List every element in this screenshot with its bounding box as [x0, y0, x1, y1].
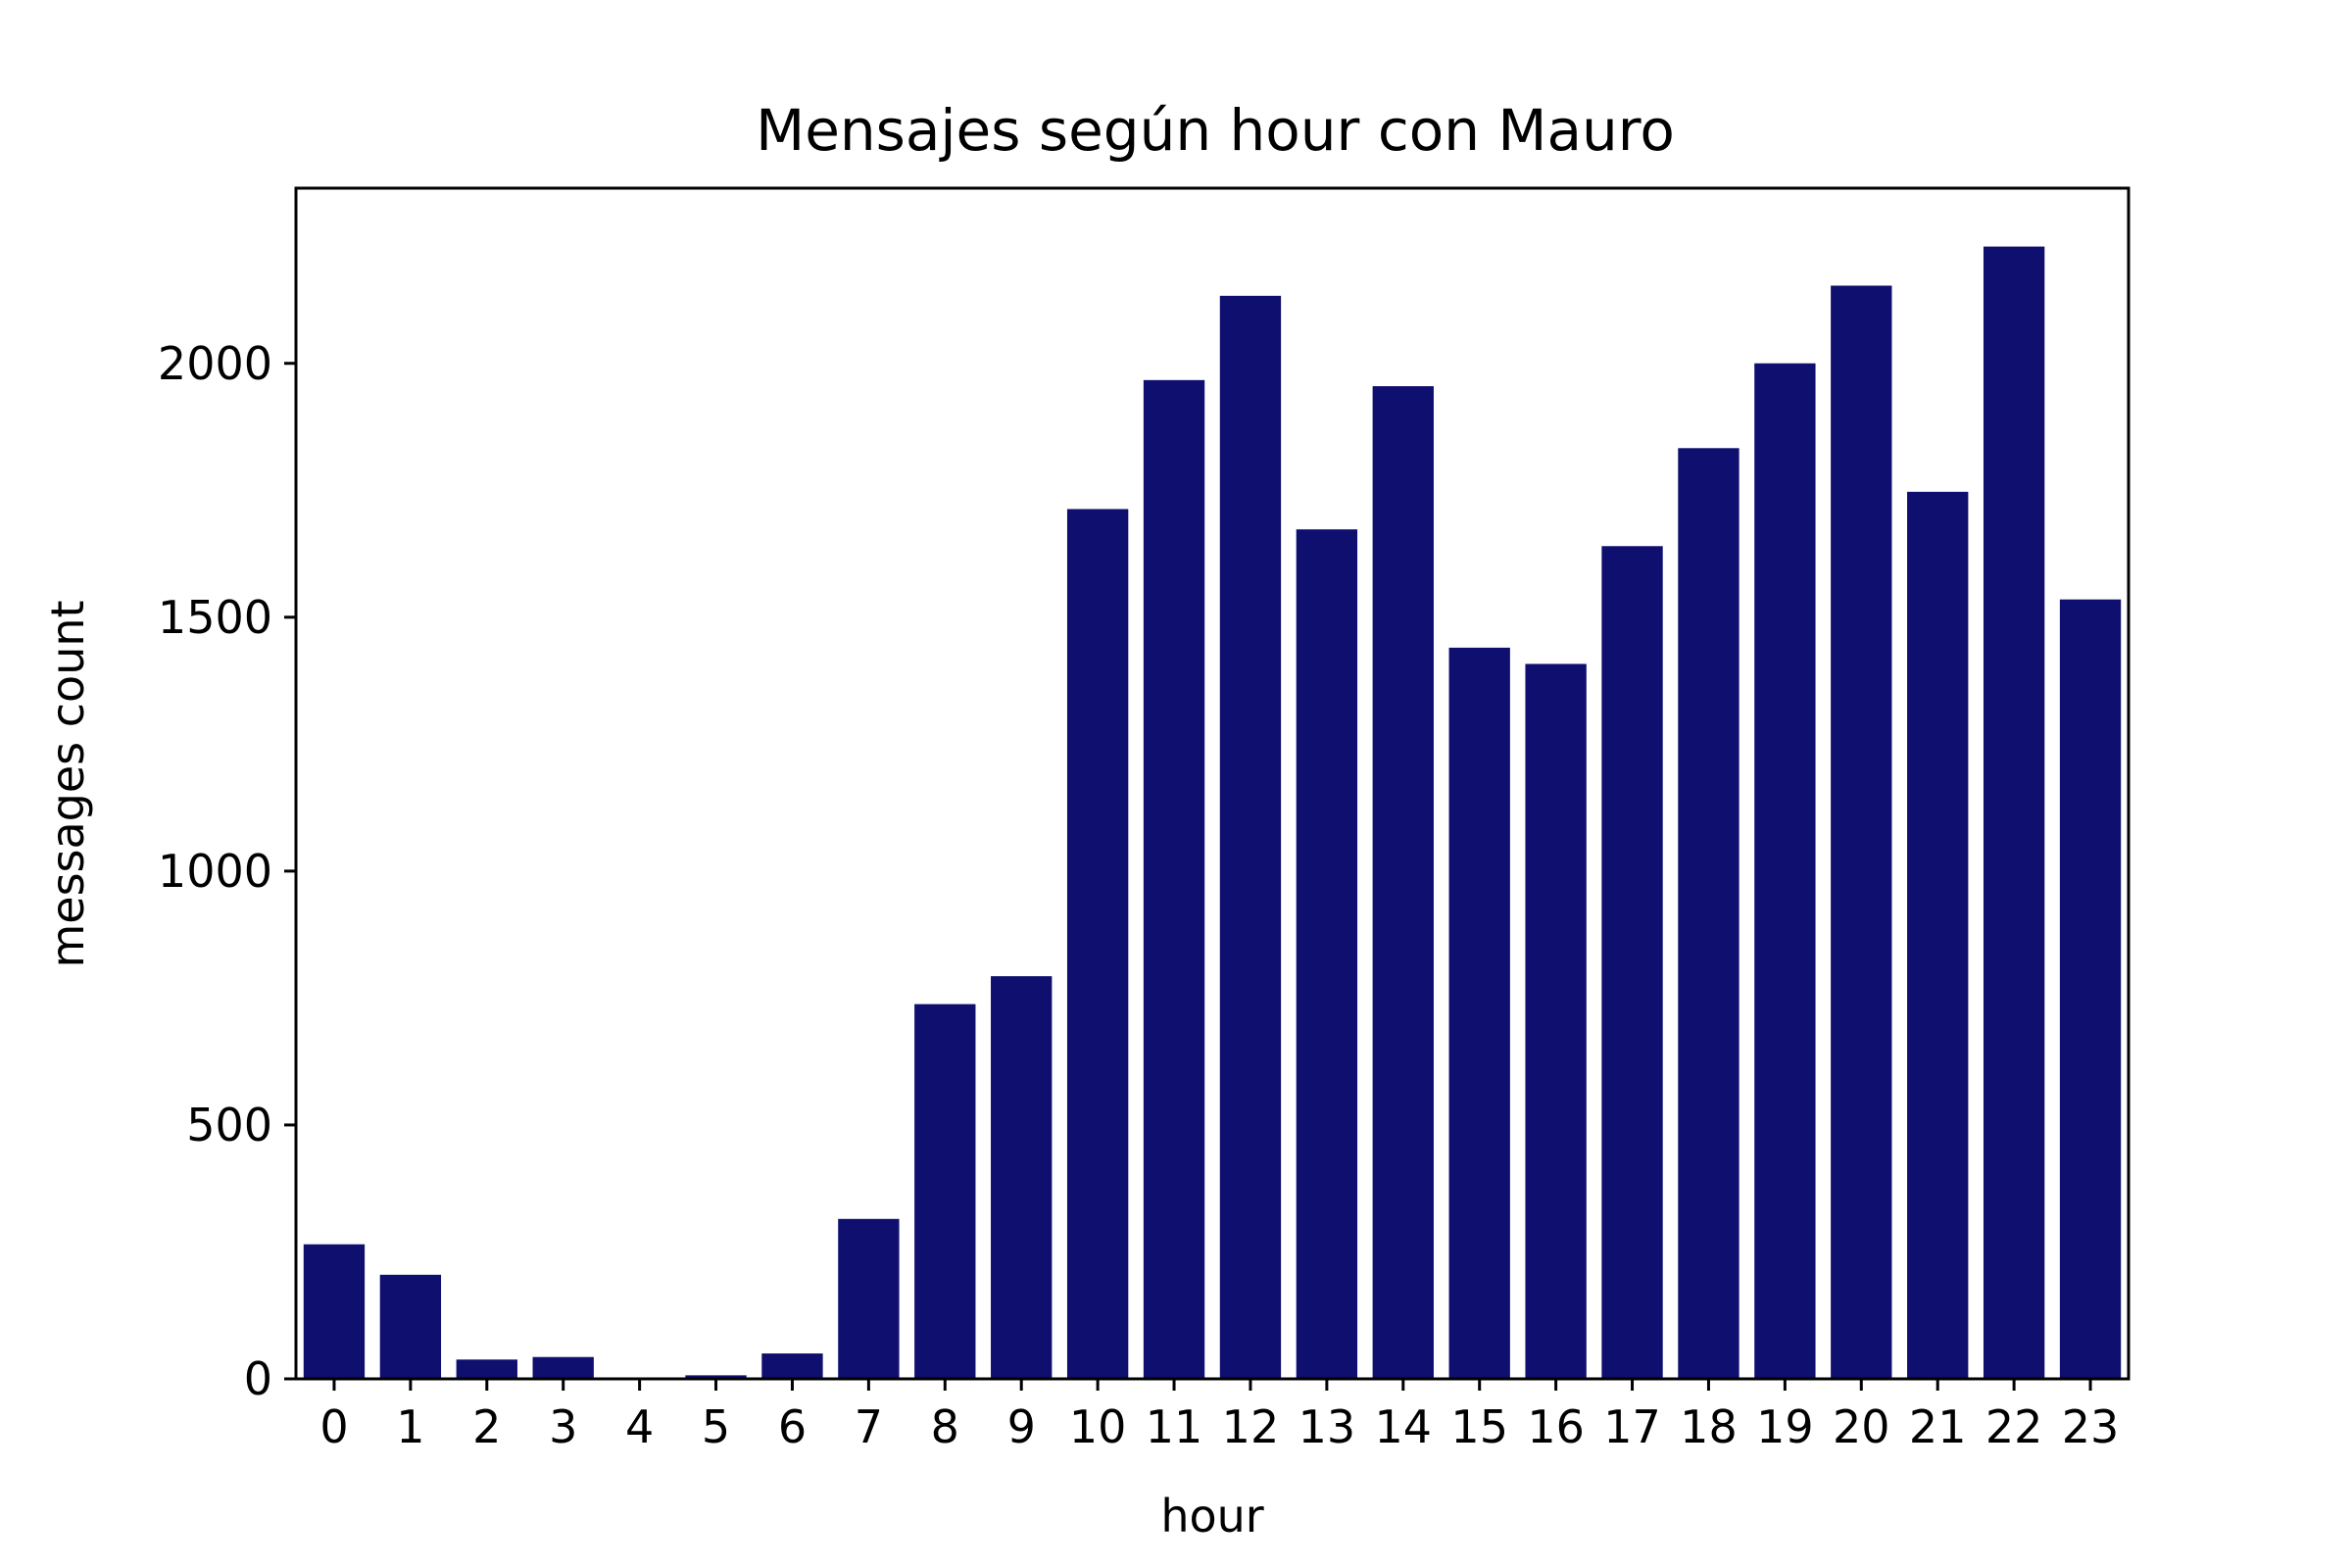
x-tick-label: 17: [1603, 1400, 1661, 1453]
x-tick-label: 16: [1527, 1400, 1585, 1453]
bar-hour-1: [379, 1274, 442, 1379]
bar-hour-22: [1983, 246, 2045, 1379]
x-tick-label: 2: [472, 1400, 501, 1453]
x-tick-label: 12: [1222, 1400, 1280, 1453]
plot-frame: [294, 186, 2131, 1381]
bar-hour-23: [2059, 599, 2122, 1379]
bar-hour-2: [456, 1359, 517, 1379]
x-tick-label: 23: [2062, 1400, 2120, 1453]
bar-hour-12: [1219, 295, 1282, 1379]
x-tick-label: 10: [1069, 1400, 1127, 1453]
x-tick-label: 1: [396, 1400, 424, 1453]
bar-hour-10: [1066, 509, 1129, 1379]
x-tick-label: 20: [1833, 1400, 1890, 1453]
x-tick-label: 13: [1298, 1400, 1356, 1453]
bar-hour-7: [838, 1218, 900, 1379]
bar-hour-19: [1754, 363, 1816, 1379]
x-tick-label: 7: [855, 1400, 883, 1453]
bar-hour-21: [1907, 491, 1969, 1379]
x-tick-label: 0: [319, 1400, 348, 1453]
x-tick-label: 21: [1909, 1400, 1967, 1453]
y-tick-label: 2000: [158, 337, 272, 390]
x-tick-label: 4: [625, 1400, 654, 1453]
x-tick-label: 9: [1007, 1400, 1036, 1453]
x-tick-label: 19: [1756, 1400, 1814, 1453]
bar-hour-5: [685, 1375, 747, 1379]
x-tick-label: 6: [778, 1400, 807, 1453]
bar-hour-15: [1448, 647, 1510, 1379]
x-tick-label: 15: [1450, 1400, 1508, 1453]
chart-title: Mensajes según hour con Mauro: [756, 97, 1675, 164]
y-tick-label: 1000: [158, 845, 272, 898]
bar-hour-3: [532, 1356, 594, 1379]
x-tick-label: 22: [1985, 1400, 2043, 1453]
bar-hour-16: [1525, 663, 1587, 1379]
bar-hour-6: [761, 1353, 823, 1379]
bar-hour-18: [1678, 448, 1740, 1380]
bar-hour-11: [1143, 379, 1205, 1380]
bar-hour-13: [1296, 529, 1358, 1379]
bar-hour-8: [914, 1004, 976, 1379]
x-tick-label: 8: [931, 1400, 959, 1453]
bar-hour-14: [1372, 386, 1434, 1379]
bar-hour-9: [991, 976, 1053, 1379]
x-tick-label: 11: [1146, 1400, 1203, 1453]
bar-hour-17: [1601, 546, 1663, 1379]
x-axis-ticks: 0 1 2 3 4 5 6 7 8 9 10 11 12 13 14 15 16 17 18 19 20 21 22 23: [319, 1379, 2119, 1453]
x-tick-label: 3: [549, 1400, 577, 1453]
y-tick-label: 500: [186, 1099, 272, 1152]
x-tick-label: 5: [702, 1400, 730, 1453]
y-tick-label: 0: [244, 1352, 272, 1405]
x-axis-label: hour: [1160, 1490, 1263, 1543]
y-tick-label: 1500: [158, 591, 272, 644]
y-axis-ticks: 0 500 1000 1500 2000: [158, 337, 296, 1405]
x-tick-label: 18: [1680, 1400, 1738, 1453]
bars-group: [303, 246, 2122, 1380]
x-tick-label: 14: [1375, 1400, 1433, 1453]
bar-hour-0: [303, 1244, 366, 1379]
bar-hour-20: [1831, 285, 1892, 1379]
y-axis-label: messages count: [41, 600, 94, 967]
